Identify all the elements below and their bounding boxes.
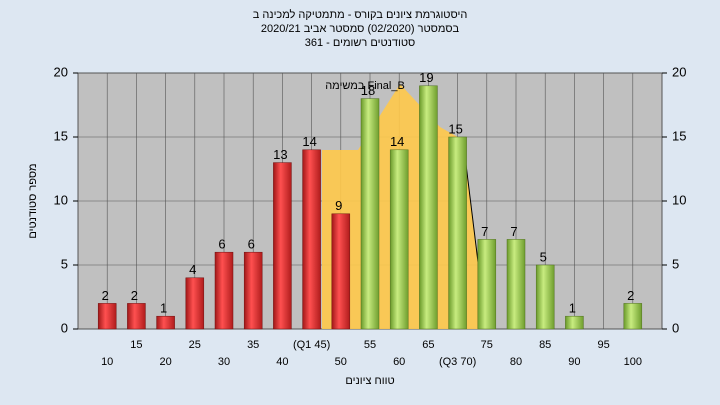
value-label: 13 xyxy=(273,147,287,162)
value-label: 6 xyxy=(218,237,225,252)
bar xyxy=(97,303,117,330)
x-tick-label: 10 xyxy=(101,356,113,368)
bar xyxy=(448,136,467,330)
x-tick-label: (Q1 45) xyxy=(293,339,330,351)
x-tick-label: 85 xyxy=(539,339,551,351)
value-label: 7 xyxy=(481,224,488,239)
y-tick-label: 10 xyxy=(54,192,68,207)
x-tick-label: 35 xyxy=(247,339,259,351)
value-label: 15 xyxy=(448,121,462,136)
x-tick-label: 25 xyxy=(189,339,201,351)
value-label: 9 xyxy=(335,198,342,213)
bar xyxy=(360,98,380,330)
chart-subtitle: 361 - סטודנטים רשומים xyxy=(305,37,416,49)
value-label: 19 xyxy=(419,70,433,85)
bar xyxy=(185,277,205,330)
value-label: 1 xyxy=(160,301,167,316)
annotation: במשימה Final_B xyxy=(325,80,405,92)
bar xyxy=(623,303,643,330)
bar xyxy=(535,264,555,330)
value-label: 1 xyxy=(569,301,576,316)
y2-tick-label: 5 xyxy=(672,256,679,271)
x-tick-label: 60 xyxy=(393,356,405,368)
y-tick-label: 5 xyxy=(61,256,68,271)
value-label: 6 xyxy=(248,237,255,252)
y2-tick-label: 20 xyxy=(672,64,686,79)
x-tick-label: 20 xyxy=(159,356,171,368)
value-label: 5 xyxy=(540,249,547,264)
bar xyxy=(273,162,292,330)
bar xyxy=(565,315,584,330)
y2-tick-label: 0 xyxy=(672,320,679,335)
value-label: 7 xyxy=(510,224,517,239)
value-label: 14 xyxy=(390,134,404,149)
value-label: 4 xyxy=(189,262,196,277)
chart-subtitle: בסמסטר (02/2020) סמסטר אביב 2020/21 xyxy=(261,23,460,35)
bar xyxy=(506,239,526,330)
value-label: 14 xyxy=(302,134,316,149)
y2-tick-label: 15 xyxy=(672,128,686,143)
chart-title: היסטוגרמת ציונים בקורס - מתמטיקה למכינה … xyxy=(253,8,468,21)
value-label: 2 xyxy=(627,288,634,303)
value-label: 18 xyxy=(361,83,375,98)
x-tick-label: 40 xyxy=(276,356,288,368)
value-label: 2 xyxy=(102,288,109,303)
x-tick-label: 75 xyxy=(481,339,493,351)
x-tick-label: 15 xyxy=(130,339,142,351)
bar xyxy=(331,213,351,330)
bar xyxy=(419,85,438,330)
x-tick-label: 80 xyxy=(510,356,522,368)
bar xyxy=(477,239,497,330)
y-tick-label: 15 xyxy=(54,128,68,143)
y-axis-label: מספר סטודנטים xyxy=(27,163,39,238)
x-tick-label: 95 xyxy=(597,339,609,351)
x-tick-label: (Q3 70) xyxy=(439,356,476,368)
bar xyxy=(214,251,234,330)
bar xyxy=(243,251,263,330)
x-tick-label: 90 xyxy=(568,356,580,368)
y-tick-label: 20 xyxy=(54,64,68,79)
x-tick-label: 50 xyxy=(335,356,347,368)
x-axis-label: טווח ציונים xyxy=(345,375,394,387)
value-label: 2 xyxy=(131,288,138,303)
bar xyxy=(389,149,409,330)
bar xyxy=(156,315,175,330)
x-tick-label: 30 xyxy=(218,356,230,368)
bar xyxy=(302,149,321,330)
x-tick-label: 55 xyxy=(364,339,376,351)
x-tick-label: 100 xyxy=(624,356,642,368)
x-tick-label: 65 xyxy=(422,339,434,351)
bar xyxy=(127,303,146,330)
y-tick-label: 0 xyxy=(61,320,68,335)
y2-tick-label: 10 xyxy=(672,192,686,207)
